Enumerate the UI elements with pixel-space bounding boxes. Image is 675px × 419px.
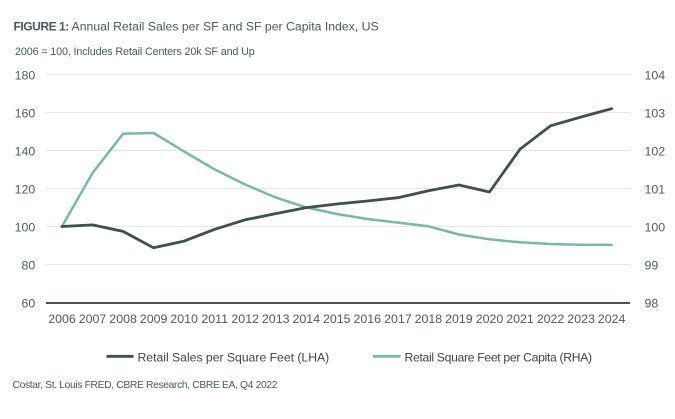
svg-text:101: 101 <box>645 183 666 197</box>
svg-text:2020: 2020 <box>476 312 504 326</box>
svg-text:2017: 2017 <box>384 312 412 326</box>
svg-text:2018: 2018 <box>415 312 443 326</box>
svg-text:2012: 2012 <box>231 312 259 326</box>
svg-text:103: 103 <box>645 107 666 121</box>
svg-text:120: 120 <box>15 183 36 197</box>
svg-text:2016: 2016 <box>354 312 382 326</box>
svg-text:160: 160 <box>15 107 36 121</box>
svg-text:Costar, St. Louis FRED, CBRE R: Costar, St. Louis FRED, CBRE Research, C… <box>13 380 278 391</box>
svg-text:2021: 2021 <box>506 312 534 326</box>
svg-text:2006 = 100, Includes Retail Ce: 2006 = 100, Includes Retail Centers 20k … <box>15 46 255 58</box>
svg-text:Retail Square Feet per Capita: Retail Square Feet per Capita (RHA) <box>405 350 593 364</box>
svg-text:140: 140 <box>15 145 36 159</box>
svg-text:2010: 2010 <box>170 312 198 326</box>
svg-text:2006: 2006 <box>48 312 76 326</box>
svg-text:80: 80 <box>22 259 36 273</box>
svg-text:180: 180 <box>15 69 36 83</box>
svg-text:2015: 2015 <box>323 312 351 326</box>
svg-text:2007: 2007 <box>79 312 107 326</box>
svg-text:100: 100 <box>645 221 666 235</box>
svg-text:2014: 2014 <box>293 312 321 326</box>
svg-text:2008: 2008 <box>109 312 137 326</box>
svg-text:99: 99 <box>645 259 659 273</box>
svg-text:104: 104 <box>645 69 666 83</box>
svg-text:98: 98 <box>645 297 659 311</box>
svg-text:102: 102 <box>645 145 666 159</box>
svg-text:2009: 2009 <box>140 312 168 326</box>
svg-text:100: 100 <box>15 221 36 235</box>
svg-text:2019: 2019 <box>445 312 473 326</box>
svg-text:60: 60 <box>22 297 36 311</box>
svg-text:2022: 2022 <box>537 312 565 326</box>
svg-text:Retail Sales per Square Feet (: Retail Sales per Square Feet (LHA) <box>138 350 330 364</box>
svg-text:2024: 2024 <box>598 312 626 326</box>
svg-text:2011: 2011 <box>201 312 228 326</box>
svg-text:2013: 2013 <box>262 312 290 326</box>
svg-text:FIGURE 1: Annual Retail Sales: FIGURE 1: Annual Retail Sales per SF and… <box>14 20 379 34</box>
svg-text:2023: 2023 <box>567 312 595 326</box>
